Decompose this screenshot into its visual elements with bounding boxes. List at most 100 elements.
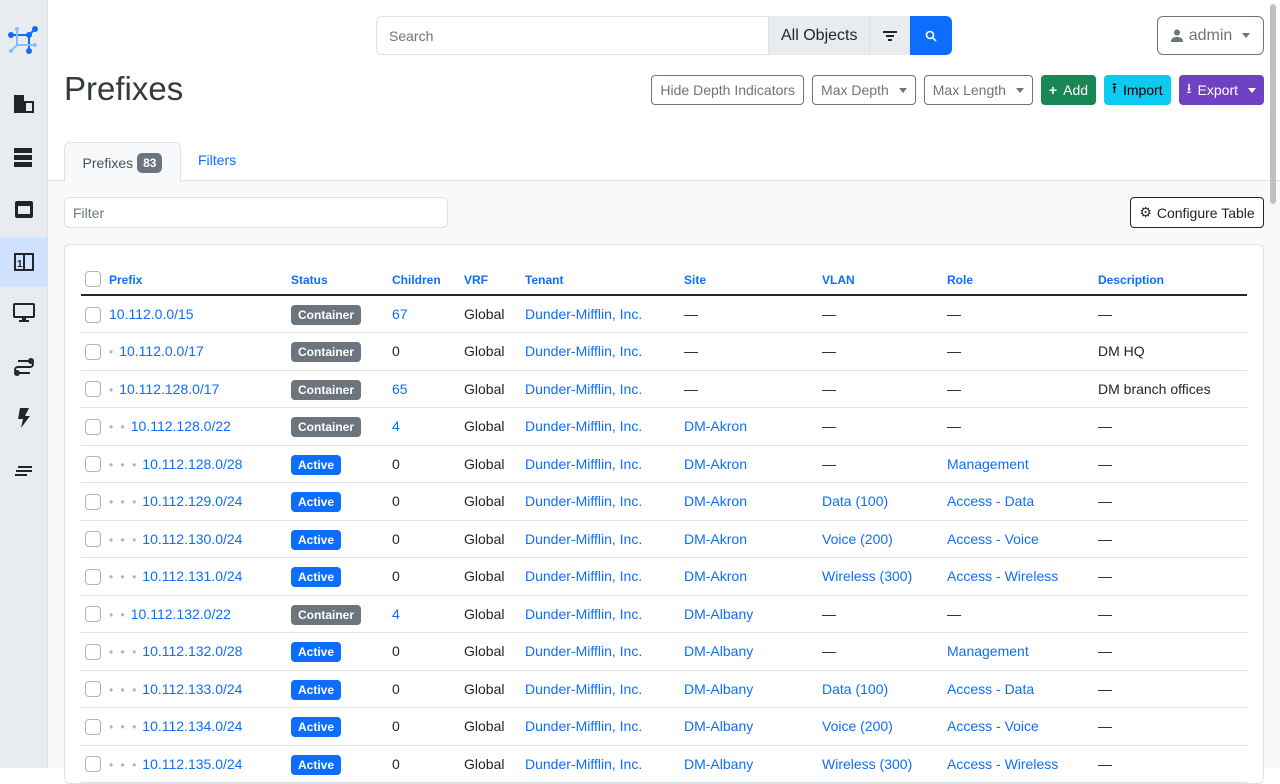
configure-table-button[interactable]: ⚙ Configure Table: [1130, 197, 1264, 228]
row-checkbox[interactable]: [85, 418, 101, 435]
prefix-link[interactable]: 10.112.132.0/22: [130, 605, 231, 622]
site-link[interactable]: DM-Albany: [684, 605, 754, 622]
netbox-logo-icon[interactable]: [0, 16, 47, 64]
other-icon[interactable]: [0, 447, 47, 495]
tenant-link[interactable]: Dunder-Mifflin, Inc.: [525, 605, 643, 622]
row-checkbox[interactable]: [85, 493, 101, 510]
power-icon[interactable]: [0, 394, 47, 442]
row-checkbox[interactable]: [85, 456, 101, 473]
column-header-role[interactable]: Role: [947, 263, 1098, 296]
scrollbar[interactable]: [1270, 4, 1276, 204]
search-input[interactable]: [376, 16, 769, 55]
role-link[interactable]: Management: [947, 643, 1029, 660]
site-link[interactable]: DM-Akron: [684, 493, 748, 510]
site-link[interactable]: DM-Albany: [684, 643, 754, 660]
connections-icon[interactable]: [0, 186, 47, 234]
hide-depth-indicators-button[interactable]: Hide Depth Indicators: [651, 75, 805, 105]
max-length-dropdown[interactable]: Max Length: [923, 75, 1033, 105]
tenant-link[interactable]: Dunder-Mifflin, Inc.: [525, 755, 643, 772]
row-checkbox[interactable]: [85, 343, 101, 360]
role-link[interactable]: Access - Voice: [947, 530, 1039, 547]
prefix-link[interactable]: 10.112.128.0/17: [119, 380, 220, 397]
prefix-link[interactable]: 10.112.128.0/22: [130, 418, 231, 435]
prefix-link[interactable]: 10.112.135.0/24: [142, 755, 243, 772]
site-link[interactable]: DM-Akron: [684, 568, 748, 585]
export-button[interactable]: ⭳ Export: [1178, 75, 1264, 105]
virtualization-icon[interactable]: [0, 289, 47, 337]
prefix-link[interactable]: 10.112.133.0/24: [142, 680, 243, 697]
tenant-link[interactable]: Dunder-Mifflin, Inc.: [525, 306, 643, 322]
vlan-link[interactable]: Voice (200): [822, 718, 893, 735]
prefix-link[interactable]: 10.112.130.0/24: [142, 530, 243, 547]
vlan-link[interactable]: Data (100): [822, 493, 889, 510]
site-link[interactable]: DM-Albany: [684, 718, 754, 735]
filter-input[interactable]: [64, 197, 448, 228]
tenant-link[interactable]: Dunder-Mifflin, Inc.: [525, 643, 643, 660]
children-link[interactable]: 67: [392, 306, 408, 322]
prefix-link[interactable]: 10.112.129.0/24: [142, 493, 243, 510]
filter-icon[interactable]: [870, 16, 911, 55]
column-header-description[interactable]: Description: [1098, 263, 1247, 296]
prefix-link[interactable]: 10.112.0.0/15: [109, 306, 194, 322]
tenant-link[interactable]: Dunder-Mifflin, Inc.: [525, 530, 643, 547]
max-depth-dropdown[interactable]: Max Depth: [812, 75, 916, 105]
tenant-link[interactable]: Dunder-Mifflin, Inc.: [525, 418, 643, 435]
role-link[interactable]: Management: [947, 455, 1029, 472]
vlan-link[interactable]: Wireless (300): [822, 755, 913, 772]
add-button[interactable]: + Add: [1040, 75, 1097, 105]
vlan-link[interactable]: Wireless (300): [822, 568, 913, 585]
tenant-link[interactable]: Dunder-Mifflin, Inc.: [525, 380, 643, 397]
column-header-vrf[interactable]: VRF: [464, 263, 525, 296]
prefix-link[interactable]: 10.112.134.0/24: [142, 718, 243, 735]
vlan-link[interactable]: Data (100): [822, 680, 889, 697]
tenant-link[interactable]: Dunder-Mifflin, Inc.: [525, 680, 643, 697]
row-checkbox[interactable]: [85, 643, 101, 660]
ipam-icon[interactable]: 1: [0, 237, 47, 287]
row-checkbox[interactable]: [85, 756, 101, 773]
vlan-link[interactable]: Voice (200): [822, 530, 893, 547]
prefix-link[interactable]: 10.112.132.0/28: [142, 643, 243, 660]
role-link[interactable]: Access - Voice: [947, 718, 1039, 735]
site-link[interactable]: DM-Albany: [684, 755, 754, 772]
row-checkbox[interactable]: [85, 381, 101, 398]
prefix-link[interactable]: 10.112.128.0/28: [142, 455, 243, 472]
tenant-link[interactable]: Dunder-Mifflin, Inc.: [525, 568, 643, 585]
row-checkbox[interactable]: [85, 606, 101, 623]
column-header-status[interactable]: Status: [291, 263, 392, 296]
children-link[interactable]: 4: [392, 418, 400, 435]
site-link[interactable]: DM-Akron: [684, 530, 748, 547]
column-header-children[interactable]: Children: [392, 263, 464, 296]
search-scope-select[interactable]: All Objects: [769, 16, 871, 55]
role-link[interactable]: Access - Wireless: [947, 568, 1059, 585]
circuits-icon[interactable]: [0, 343, 47, 391]
user-menu-button[interactable]: admin: [1157, 16, 1264, 55]
site-link[interactable]: DM-Akron: [684, 455, 748, 472]
prefix-link[interactable]: 10.112.0.0/17: [119, 343, 204, 360]
column-header-site[interactable]: Site: [684, 263, 822, 296]
role-link[interactable]: Access - Data: [947, 493, 1035, 510]
select-all-checkbox[interactable]: [85, 271, 101, 287]
tab-filters[interactable]: Filters: [198, 152, 237, 168]
site-link[interactable]: DM-Albany: [684, 680, 754, 697]
organization-icon[interactable]: [0, 80, 47, 128]
column-header-tenant[interactable]: Tenant: [525, 263, 684, 296]
devices-icon[interactable]: [0, 133, 47, 181]
tenant-link[interactable]: Dunder-Mifflin, Inc.: [525, 343, 643, 360]
children-link[interactable]: 4: [392, 605, 400, 622]
row-checkbox[interactable]: [85, 306, 101, 323]
role-link[interactable]: Access - Data: [947, 680, 1035, 697]
row-checkbox[interactable]: [85, 568, 101, 585]
row-checkbox[interactable]: [85, 681, 101, 698]
tab-prefixes[interactable]: Prefixes 83: [64, 142, 181, 182]
row-checkbox[interactable]: [85, 531, 101, 548]
tenant-link[interactable]: Dunder-Mifflin, Inc.: [525, 455, 643, 472]
tenant-link[interactable]: Dunder-Mifflin, Inc.: [525, 493, 643, 510]
children-link[interactable]: 65: [392, 380, 408, 397]
row-checkbox[interactable]: [85, 718, 101, 735]
tenant-link[interactable]: Dunder-Mifflin, Inc.: [525, 718, 643, 735]
site-link[interactable]: DM-Akron: [684, 418, 748, 435]
prefix-link[interactable]: 10.112.131.0/24: [142, 568, 243, 585]
column-header-prefix[interactable]: Prefix: [109, 263, 291, 296]
role-link[interactable]: Access - Wireless: [947, 755, 1059, 772]
column-header-vlan[interactable]: VLAN: [822, 263, 947, 296]
